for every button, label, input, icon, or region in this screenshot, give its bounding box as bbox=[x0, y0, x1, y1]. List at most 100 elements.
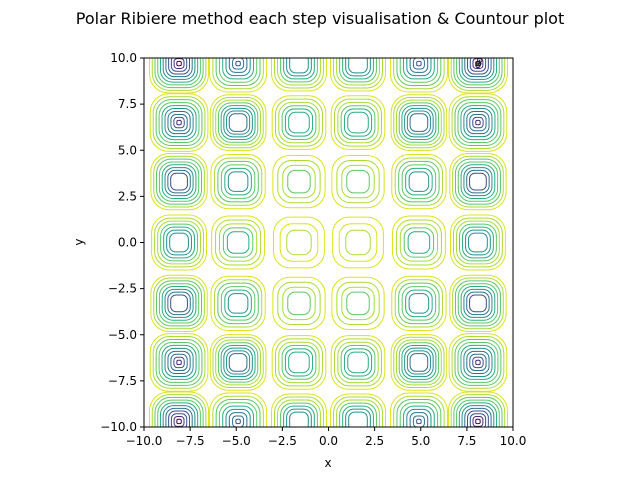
contour-ring bbox=[176, 359, 182, 366]
contour-ring bbox=[464, 407, 492, 427]
contour-ring bbox=[164, 167, 194, 197]
contour-ring bbox=[341, 164, 375, 199]
contour-ring bbox=[472, 416, 484, 427]
contour-ring bbox=[155, 99, 203, 146]
y-tick-label: −2.5 bbox=[108, 282, 137, 296]
y-tick-label: −5.0 bbox=[108, 328, 137, 342]
contour-ring bbox=[457, 283, 499, 324]
x-tick-label: −2.5 bbox=[268, 434, 297, 448]
contour-ring bbox=[416, 60, 422, 67]
contour-ring bbox=[338, 223, 378, 262]
contour-ring bbox=[466, 291, 490, 316]
contour-ring bbox=[468, 232, 488, 253]
contour-ring bbox=[168, 410, 190, 427]
contour-ring bbox=[463, 288, 493, 318]
contour-ring bbox=[151, 58, 207, 91]
contour-ring bbox=[222, 227, 254, 258]
contour-ring bbox=[176, 60, 182, 67]
contour-ring bbox=[460, 344, 496, 380]
contour-ring bbox=[166, 229, 192, 256]
contour-ring bbox=[454, 99, 502, 146]
contour-ring bbox=[472, 356, 484, 369]
contour-ring bbox=[154, 217, 204, 268]
y-tick-label: −7.5 bbox=[108, 374, 137, 388]
contour-ring bbox=[228, 58, 248, 73]
contour-ring bbox=[403, 227, 435, 258]
contour-ring bbox=[149, 333, 209, 392]
contour-ring bbox=[406, 110, 431, 135]
contour-ring bbox=[274, 58, 324, 89]
contour-ring bbox=[164, 108, 194, 138]
contour-ring bbox=[389, 392, 448, 427]
contour-ring bbox=[451, 336, 505, 389]
contour-ring bbox=[157, 58, 201, 86]
contour-ring bbox=[224, 167, 252, 196]
contour-ring bbox=[393, 395, 445, 427]
contour-ring bbox=[160, 223, 198, 262]
contour-ring bbox=[280, 58, 318, 83]
contour-ring bbox=[277, 58, 321, 86]
contour-ring bbox=[342, 405, 374, 427]
contour-ring bbox=[278, 101, 320, 144]
contour-ring bbox=[225, 58, 251, 77]
contour-ring bbox=[458, 402, 498, 427]
contour-ring bbox=[391, 275, 447, 332]
contour-ring bbox=[225, 408, 251, 427]
contour-ring bbox=[220, 105, 256, 141]
contour-ring bbox=[274, 338, 323, 387]
contour-ring bbox=[170, 113, 188, 132]
contour-ring bbox=[167, 350, 191, 375]
contour-ring bbox=[341, 286, 375, 321]
contour-ring bbox=[405, 289, 433, 318]
contour-ring bbox=[406, 408, 432, 427]
contour-ring bbox=[339, 58, 377, 83]
contour-ring bbox=[393, 96, 445, 149]
contour-ring bbox=[347, 111, 369, 134]
optimizer-step-point bbox=[475, 62, 481, 69]
contour-ring bbox=[161, 286, 197, 321]
contour-ring bbox=[283, 405, 315, 427]
contour-ring bbox=[213, 157, 263, 206]
contour-ring bbox=[167, 110, 191, 135]
contour-ring bbox=[409, 113, 429, 132]
contour-ring bbox=[289, 58, 309, 74]
contour-ring bbox=[173, 58, 185, 69]
contour-ring bbox=[469, 353, 487, 372]
contour-ring bbox=[164, 288, 194, 318]
x-tick-label: 5.0 bbox=[411, 434, 430, 448]
contour-ring bbox=[283, 58, 315, 80]
contour-ring bbox=[173, 356, 185, 369]
contour-ring bbox=[158, 161, 200, 202]
x-tick-label: 0.0 bbox=[319, 434, 338, 448]
contour-ring bbox=[223, 347, 253, 378]
contour-ring bbox=[220, 344, 256, 380]
contour-ring bbox=[469, 113, 487, 132]
contour-ring bbox=[169, 232, 189, 253]
contour-ring bbox=[460, 164, 496, 199]
contour-ring bbox=[409, 353, 429, 372]
contour-ring bbox=[409, 412, 429, 427]
contour-ring bbox=[396, 58, 442, 86]
chart-title: Polar Ribiere method each step visualisa… bbox=[76, 9, 564, 28]
contour-ring bbox=[398, 342, 440, 383]
contour-ring bbox=[279, 223, 319, 262]
contour-ring bbox=[447, 58, 508, 94]
y-tick-label: 7.5 bbox=[118, 97, 137, 111]
contour-ring bbox=[407, 231, 431, 254]
contour-ring bbox=[453, 58, 503, 89]
contour-ring bbox=[457, 341, 499, 383]
contour-ring bbox=[215, 399, 261, 427]
y-tick-label: 2.5 bbox=[118, 189, 137, 203]
contour-ring bbox=[176, 418, 182, 425]
y-axis-ticks: −10.0 −7.5 −5.0 −2.5 0.0 2.5 5.0 7.5 10.0 bbox=[100, 51, 144, 434]
contour-ring bbox=[157, 220, 201, 265]
contour-ring bbox=[227, 171, 249, 192]
contour-ring bbox=[228, 412, 248, 427]
x-tick-label: −5.0 bbox=[222, 434, 251, 448]
y-tick-label: 10.0 bbox=[110, 51, 137, 65]
contour-ring bbox=[343, 108, 373, 137]
contour-ring bbox=[343, 348, 373, 377]
contour-ring bbox=[277, 159, 321, 204]
contour-ring bbox=[451, 96, 505, 149]
